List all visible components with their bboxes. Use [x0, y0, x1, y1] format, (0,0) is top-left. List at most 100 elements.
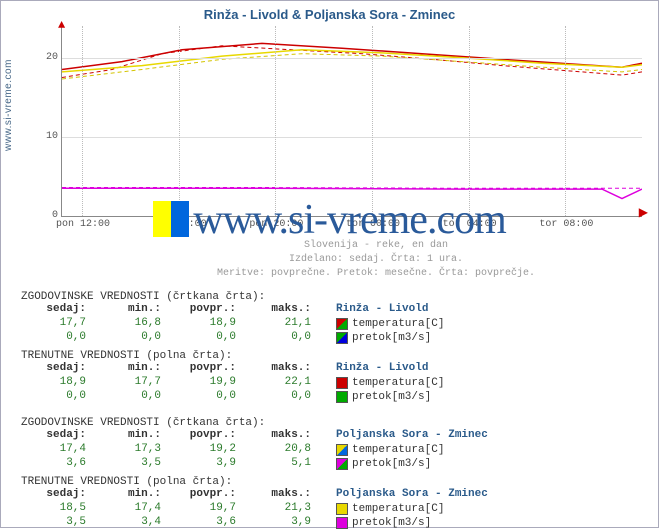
col-header: maks.: [246, 429, 321, 443]
value-cell: 0,0 [246, 331, 321, 345]
data-tables: ZGODOVINSKE VREDNOSTI (črtkana črta):sed… [21, 286, 641, 530]
value-cell: 0,0 [96, 390, 171, 404]
value-cell: 19,9 [171, 376, 246, 390]
col-header: povpr.: [171, 429, 246, 443]
section-head: TRENUTNE VREDNOSTI (polna črta): [21, 350, 641, 362]
header-row: sedaj:min.:povpr.:maks.: Poljanska Sora -… [21, 429, 641, 443]
value-cell: 16,8 [96, 317, 171, 331]
value-cell: 0,0 [246, 390, 321, 404]
col-header: min.: [96, 429, 171, 443]
value-cell: 0,0 [171, 390, 246, 404]
chart: ▶ ▲ 0 10 20 pon 12:00 pon 16:00 pon 20:00 tor … [31, 26, 641, 236]
data-row: 17,716,818,921,1 temperatura[C] [21, 317, 641, 331]
value-cell: 0,0 [171, 331, 246, 345]
value-cell: 18,9 [171, 317, 246, 331]
value-cell: 3,6 [21, 457, 96, 471]
legend-title: Rinža - Livold [336, 303, 428, 315]
y-tick: 0 [33, 210, 58, 221]
legend-swatch [336, 517, 348, 529]
value-cell: 17,7 [96, 376, 171, 390]
site-label: www.si-vreme.com [3, 59, 14, 151]
col-header: povpr.: [171, 488, 246, 502]
legend-title: Poljanska Sora - Zminec [336, 429, 488, 441]
rinza-temp-hist [62, 46, 642, 78]
value-cell: 17,7 [21, 317, 96, 331]
value-cell: 18,5 [21, 502, 96, 516]
legend-swatch [336, 318, 348, 330]
legend-item: pretok[m3/s] [336, 457, 431, 471]
col-header: povpr.: [171, 303, 246, 317]
legend-swatch [336, 377, 348, 389]
col-header: maks.: [246, 303, 321, 317]
value-cell: 22,1 [246, 376, 321, 390]
col-header: sedaj: [21, 488, 96, 502]
legend-swatch [336, 391, 348, 403]
value-cell: 3,5 [96, 457, 171, 471]
y-arrow: ▲ [58, 18, 65, 32]
legend-title: Poljanska Sora - Zminec [336, 488, 488, 500]
col-header: min.: [96, 362, 171, 376]
legend-item: temperatura[C] [336, 443, 444, 457]
value-cell: 18,9 [21, 376, 96, 390]
value-cell: 20,8 [246, 443, 321, 457]
section-head: ZGODOVINSKE VREDNOSTI (črtkana črta): [21, 417, 641, 429]
legend-swatch [336, 444, 348, 456]
legend-item: pretok[m3/s] [336, 390, 431, 404]
col-header: povpr.: [171, 362, 246, 376]
value-cell: 0,0 [21, 331, 96, 345]
col-header: maks.: [246, 488, 321, 502]
x-tick: pon 16:00 [153, 219, 207, 230]
value-cell: 0,0 [96, 331, 171, 345]
value-cell: 17,3 [96, 443, 171, 457]
col-header: min.: [96, 303, 171, 317]
col-header: sedaj: [21, 303, 96, 317]
data-row: 18,517,419,721,3 temperatura[C] [21, 502, 641, 516]
header-row: sedaj:min.:povpr.:maks.: Poljanska Sora -… [21, 488, 641, 502]
value-cell: 3,9 [171, 457, 246, 471]
data-row: 0,00,00,00,0pretok[m3/s] [21, 390, 641, 404]
x-tick: pon 12:00 [56, 219, 110, 230]
x-tick: tor 08:00 [539, 219, 593, 230]
value-cell: 19,7 [171, 502, 246, 516]
series-svg [62, 26, 642, 216]
data-row: 17,417,319,220,8 temperatura[C] [21, 443, 641, 457]
legend-title: Rinža - Livold [336, 362, 428, 374]
polj-flow-curr [62, 188, 642, 198]
plot-area: ▶ ▲ [61, 26, 642, 217]
value-cell: 17,4 [21, 443, 96, 457]
y-tick: 20 [33, 52, 58, 63]
header-row: sedaj:min.:povpr.:maks.: Rinža - Livold [21, 362, 641, 376]
legend-swatch [336, 332, 348, 344]
col-header: sedaj: [21, 362, 96, 376]
x-tick: tor 00:00 [346, 219, 400, 230]
value-cell: 19,2 [171, 443, 246, 457]
data-row: 0,00,00,00,0pretok[m3/s] [21, 331, 641, 345]
col-header: min.: [96, 488, 171, 502]
value-cell: 0,0 [21, 390, 96, 404]
col-header: maks.: [246, 362, 321, 376]
value-cell: 17,4 [96, 502, 171, 516]
data-row: 3,63,53,95,1 pretok[m3/s] [21, 457, 641, 471]
chart-title: Rinža - Livold & Poljanska Sora - Zminec [1, 1, 658, 26]
legend-item: pretok[m3/s] [336, 331, 431, 345]
header-row: sedaj:min.:povpr.:maks.: Rinža - Livold [21, 303, 641, 317]
x-tick: pon 20:00 [249, 219, 303, 230]
value-cell: 5,1 [246, 457, 321, 471]
legend-item: temperatura[C] [336, 376, 444, 390]
rinza-temp-curr [62, 43, 642, 69]
data-row: 18,917,719,922,1 temperatura[C] [21, 376, 641, 390]
value-cell: 21,1 [246, 317, 321, 331]
section-head: ZGODOVINSKE VREDNOSTI (črtkana črta): [21, 291, 641, 303]
legend-item: temperatura[C] [336, 502, 444, 516]
x-tick: tor 04:00 [443, 219, 497, 230]
col-header: sedaj: [21, 429, 96, 443]
value-cell: 21,3 [246, 502, 321, 516]
legend-swatch [336, 503, 348, 515]
section-head: TRENUTNE VREDNOSTI (polna črta): [21, 476, 641, 488]
y-tick: 10 [33, 131, 58, 142]
main-container: www.si-vreme.com Rinža - Livold & Poljan… [0, 0, 659, 528]
meta-text: Slovenija - reke, en danIzdelano: sedaj.… [151, 239, 601, 281]
legend-item: temperatura[C] [336, 317, 444, 331]
legend-swatch [336, 458, 348, 470]
x-arrow: ▶ [639, 205, 648, 220]
